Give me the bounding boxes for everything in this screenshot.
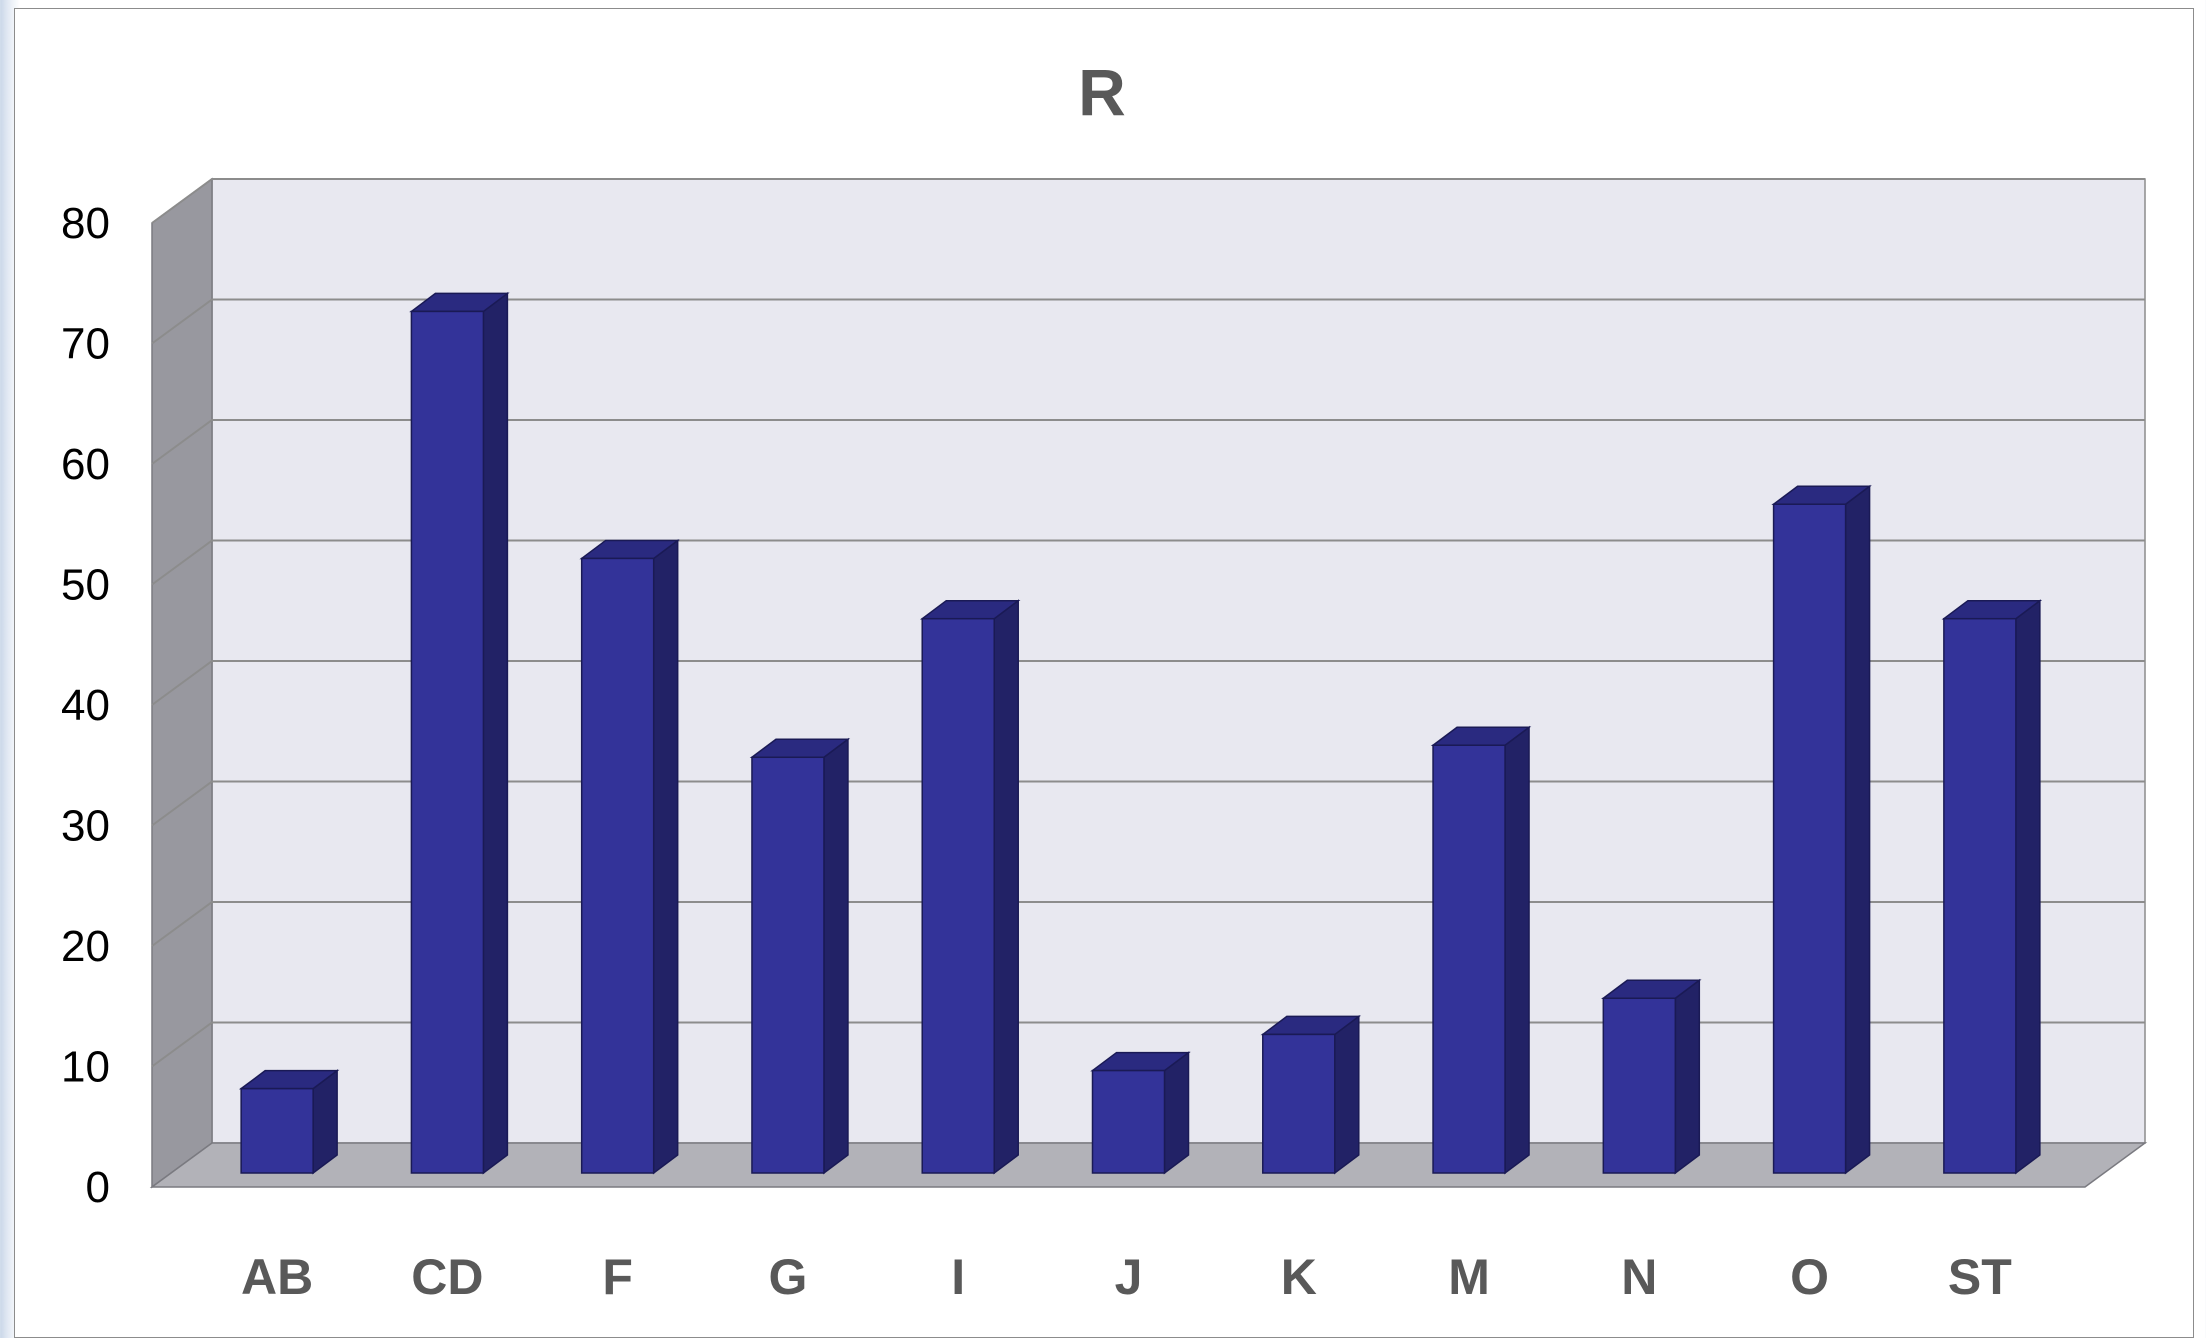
y-tick-label: 40	[61, 681, 110, 730]
y-tick-label: 60	[61, 440, 110, 489]
y-tick-label: 50	[61, 561, 110, 610]
y-tick-label: 80	[61, 199, 110, 248]
gridline	[151, 539, 2145, 586]
bar-front	[1262, 1033, 1336, 1174]
x-category-label: F	[602, 1249, 633, 1305]
bar-side	[482, 291, 509, 1175]
bar-front	[921, 617, 995, 1174]
bar	[1941, 599, 2043, 1175]
y-tick-label: 10	[61, 1043, 110, 1092]
bar-side	[652, 538, 679, 1175]
bar-front	[1943, 617, 2017, 1174]
gridline	[151, 178, 2145, 224]
bar-front	[240, 1087, 314, 1174]
bar-side	[823, 737, 849, 1175]
x-category-label: K	[1281, 1249, 1317, 1305]
gridline	[151, 298, 2145, 345]
bar-side	[1844, 484, 1871, 1175]
x-category-label: N	[1621, 1249, 1657, 1305]
bar-side	[1334, 1014, 1360, 1175]
bar-side	[1504, 725, 1530, 1175]
bar-front	[751, 756, 825, 1174]
gridline	[151, 419, 2145, 465]
bar	[238, 1069, 340, 1175]
bar-side	[2015, 599, 2041, 1175]
y-tick-label: 30	[61, 802, 110, 851]
bar-side	[993, 599, 1019, 1175]
x-category-label: G	[769, 1249, 808, 1305]
x-axis-category-labels: AB CD F G I J K M N O ST	[241, 1249, 2012, 1305]
bar	[409, 291, 510, 1175]
bar-chart: R 0 10 20 30 40 50 60 70 80 AB CD F G I J K M N O ST	[61, 55, 2148, 1305]
bar-side	[1674, 978, 1701, 1175]
bar-front	[1091, 1069, 1166, 1174]
x-category-label: AB	[241, 1249, 313, 1305]
bar-side	[1163, 1051, 1190, 1175]
y-tick-label: 0	[86, 1163, 110, 1212]
bar	[919, 599, 1021, 1175]
bar	[749, 737, 851, 1175]
bars	[238, 291, 2043, 1175]
x-category-label: M	[1448, 1249, 1490, 1305]
bar	[1430, 725, 1532, 1175]
bar	[1260, 1014, 1362, 1175]
bar-front	[410, 310, 485, 1174]
bar-front	[1772, 503, 1847, 1174]
y-tick-label: 20	[61, 922, 110, 971]
bar	[1771, 484, 1872, 1175]
bar-front	[580, 557, 655, 1174]
bar	[1090, 1051, 1191, 1175]
chart-frame: R 0 10 20 30 40 50 60 70 80 AB CD F G I J K M N O ST	[14, 8, 2194, 1338]
x-category-label: J	[1115, 1249, 1143, 1305]
bar-front	[1602, 997, 1677, 1174]
y-tick-label: 70	[61, 320, 110, 369]
gridline	[151, 660, 2145, 706]
bar-front	[1432, 744, 1506, 1174]
x-category-label: ST	[1948, 1249, 2012, 1305]
chart-title: R	[1078, 55, 1126, 129]
x-category-label: CD	[411, 1249, 483, 1305]
y-axis-tick-labels: 0 10 20 30 40 50 60 70 80	[61, 199, 110, 1212]
bar	[579, 538, 680, 1175]
bar	[1601, 978, 1702, 1175]
x-category-label: I	[951, 1249, 965, 1305]
x-category-label: O	[1790, 1249, 1829, 1305]
